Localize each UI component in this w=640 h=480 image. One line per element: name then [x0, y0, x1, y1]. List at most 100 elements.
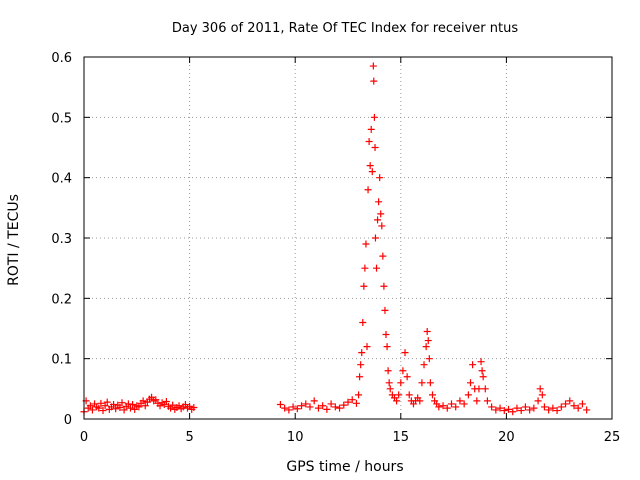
data-point	[362, 240, 370, 248]
y-tick-label: 0.4	[51, 172, 72, 187]
data-point	[376, 174, 384, 182]
data-point	[110, 401, 118, 409]
data-point	[478, 367, 486, 375]
data-point	[557, 403, 565, 411]
data-point	[439, 402, 447, 410]
data-point	[477, 358, 485, 366]
data-point	[380, 282, 388, 290]
data-point	[124, 400, 132, 408]
data-point	[397, 379, 405, 387]
data-point	[545, 406, 553, 414]
data-point	[416, 397, 424, 405]
data-point	[373, 264, 381, 272]
data-point	[488, 403, 496, 411]
data-point	[483, 397, 491, 405]
data-point	[540, 403, 548, 411]
data-point	[366, 162, 374, 170]
data-point	[375, 198, 383, 206]
y-axis-label: ROTI / TECUs	[6, 194, 22, 286]
data-point	[365, 137, 373, 145]
data-point	[447, 400, 455, 408]
data-point	[363, 343, 371, 351]
data-point	[401, 349, 409, 357]
y-tick-label: 0	[64, 413, 72, 428]
data-point	[276, 401, 284, 409]
data-point	[526, 406, 534, 414]
data-point	[374, 216, 382, 224]
data-point	[356, 373, 364, 381]
data-point	[97, 399, 105, 407]
data-points	[80, 62, 591, 416]
data-point	[126, 404, 134, 412]
data-point	[393, 397, 401, 405]
grid-lines	[84, 57, 612, 419]
data-point	[116, 404, 124, 412]
axis-ticks: 0 5 10 15 20 25 0 0.1 0.2 0.3 0.4 0.5 0.6	[51, 51, 620, 445]
data-point	[381, 306, 389, 314]
data-point	[361, 264, 369, 272]
data-point	[424, 337, 432, 345]
data-point	[466, 379, 474, 387]
data-point	[383, 343, 391, 351]
data-point	[359, 318, 367, 326]
data-point	[323, 405, 331, 413]
data-point	[369, 62, 377, 70]
data-point	[190, 404, 198, 412]
data-point	[152, 396, 160, 404]
y-tick-label: 0.3	[51, 232, 72, 247]
data-point	[492, 406, 500, 414]
data-point	[399, 367, 407, 375]
data-point	[118, 399, 126, 407]
data-point	[422, 343, 430, 351]
data-point	[302, 400, 310, 408]
data-point	[131, 405, 139, 413]
data-point	[382, 331, 390, 339]
data-point	[327, 400, 335, 408]
data-point	[368, 168, 376, 176]
data-point	[293, 405, 301, 413]
data-point	[162, 398, 170, 406]
data-point	[435, 403, 443, 411]
y-tick-label: 0.5	[51, 111, 72, 126]
data-point	[352, 399, 360, 407]
data-point	[285, 406, 293, 414]
x-axis-label: GPS time / hours	[286, 459, 403, 475]
data-point	[367, 125, 375, 133]
data-point	[340, 401, 348, 409]
data-point	[395, 391, 403, 399]
data-point	[452, 403, 460, 411]
data-point	[319, 402, 327, 410]
data-point	[181, 401, 189, 409]
data-point	[426, 379, 434, 387]
data-point	[384, 367, 392, 375]
data-point	[496, 404, 504, 412]
data-point	[95, 404, 103, 412]
data-point	[310, 397, 318, 405]
y-tick-label: 0.6	[51, 51, 72, 66]
data-point	[521, 403, 529, 411]
data-point	[377, 210, 385, 218]
data-point	[475, 385, 483, 393]
data-point	[358, 349, 366, 357]
x-tick-label: 5	[185, 430, 193, 445]
data-point	[120, 406, 128, 414]
data-point	[479, 373, 487, 381]
data-point	[169, 401, 177, 409]
data-point	[460, 400, 468, 408]
data-point	[481, 385, 489, 393]
x-tick-label: 15	[393, 430, 410, 445]
data-point	[348, 396, 356, 404]
data-point	[473, 397, 481, 405]
data-point	[443, 404, 451, 412]
data-point	[370, 77, 378, 85]
data-point	[88, 406, 96, 414]
data-point	[99, 407, 107, 415]
data-point	[385, 379, 393, 387]
x-tick-label: 25	[604, 430, 621, 445]
data-point	[578, 400, 586, 408]
data-point	[139, 397, 147, 405]
data-point	[513, 404, 521, 412]
data-point	[360, 282, 368, 290]
data-point	[306, 403, 314, 411]
